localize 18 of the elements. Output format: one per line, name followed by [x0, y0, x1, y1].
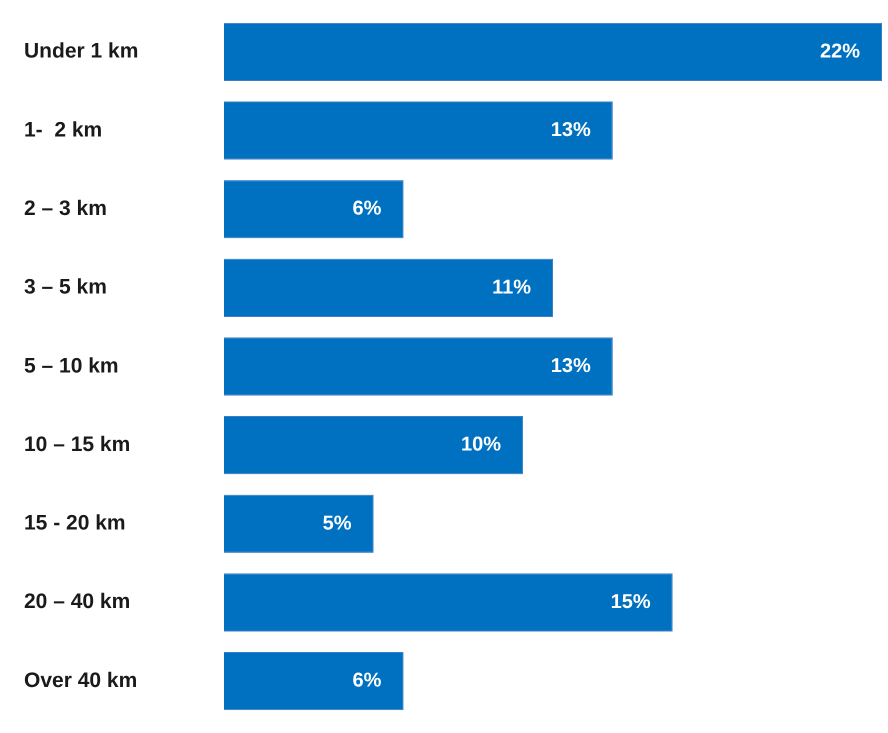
- y-tick-label: 20 – 40 km: [24, 590, 130, 614]
- y-tick-label: 5 – 10 km: [24, 354, 119, 378]
- data-label: 15%: [610, 590, 651, 613]
- y-tick-label: Over 40 km: [24, 668, 138, 692]
- data-label: 6%: [352, 670, 382, 692]
- y-tick-label: 2 – 3 km: [24, 197, 107, 220]
- y-tick-label: 3 – 5 km: [24, 276, 107, 299]
- data-label: 6%: [352, 198, 382, 220]
- y-tick-label: 15 - 20 km: [24, 512, 126, 535]
- data-label: 22%: [820, 40, 860, 62]
- data-label: 13%: [550, 355, 592, 378]
- data-label: 10%: [461, 434, 502, 456]
- data-label: 13%: [550, 119, 592, 142]
- y-tick-label: 1- 2 km: [24, 118, 102, 142]
- y-tick-label: Under 1 km: [24, 40, 138, 63]
- y-tick-label: 10 – 15 km: [24, 432, 130, 456]
- data-label: 5%: [322, 512, 352, 534]
- data-label: 11%: [492, 276, 532, 298]
